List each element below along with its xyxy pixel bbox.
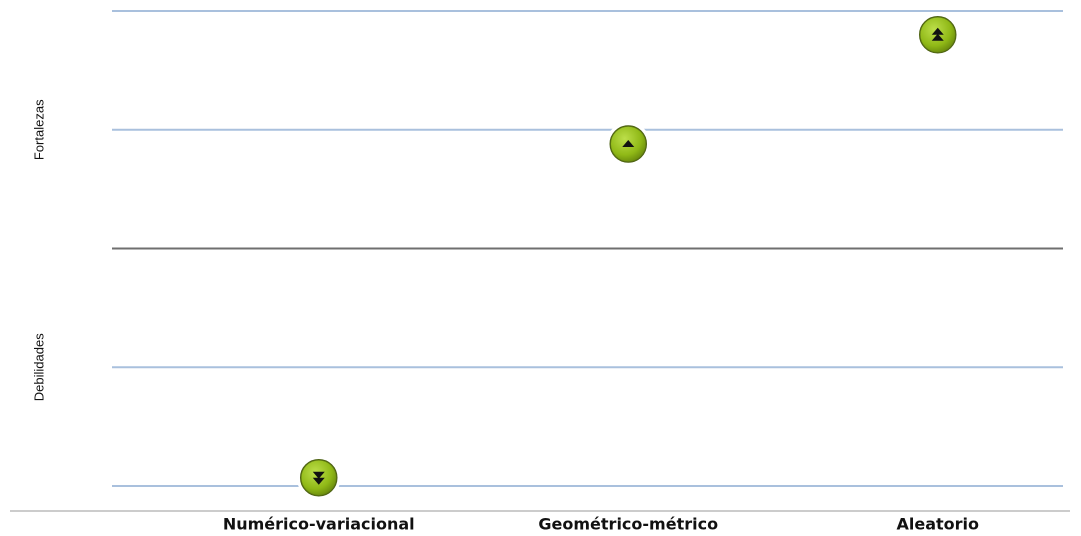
arrow-icon (312, 477, 325, 485)
marker (606, 122, 651, 166)
x-tick-label: Geométrico-métrico (538, 515, 718, 534)
x-tick-label: Numérico-variacional (223, 515, 415, 534)
arrow-icon (931, 27, 944, 35)
y-axis-label: Debilidades (31, 333, 46, 401)
x-tick-label: Aleatorio (896, 515, 979, 534)
y-axis-label: Fortalezas (31, 99, 46, 160)
arrow-icon (931, 33, 944, 41)
arrow-icon (622, 140, 635, 147)
marker (915, 12, 960, 57)
marker (296, 455, 341, 500)
arrow-icon (312, 471, 325, 479)
